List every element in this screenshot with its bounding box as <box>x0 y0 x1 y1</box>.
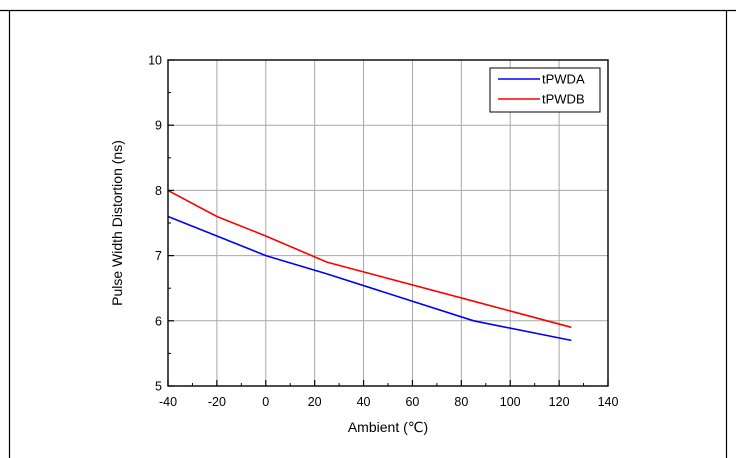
legend: tPWDA tPWDB <box>489 67 601 113</box>
y-tick-label: 9 <box>155 119 162 133</box>
y-tick-label: 8 <box>155 184 162 198</box>
x-axis-label: Ambient (℃) <box>348 419 428 435</box>
x-tick-label: -20 <box>208 395 226 409</box>
x-tick-label: 120 <box>549 395 570 409</box>
x-tick-label: 80 <box>454 395 468 409</box>
legend-label: tPWDA <box>542 72 585 87</box>
series-line-tPWDB <box>167 189 572 329</box>
legend-label: tPWDB <box>542 92 585 107</box>
grid-lines <box>168 60 608 386</box>
y-axis-ticks: 5 6 7 8 9 10 <box>148 54 174 394</box>
x-tick-label: 40 <box>357 395 371 409</box>
x-tick-label: 100 <box>500 395 521 409</box>
x-tick-label: 20 <box>308 395 322 409</box>
legend-box <box>489 67 601 113</box>
x-tick-label: -40 <box>159 395 177 409</box>
y-tick-label: 5 <box>155 380 162 394</box>
x-tick-label: 60 <box>405 395 419 409</box>
y-tick-label: 7 <box>155 249 162 263</box>
x-axis-ticks: -40 -20 0 20 40 60 80 100 120 140 <box>159 380 619 409</box>
y-axis-label: Pulse Width Distortion (ns) <box>109 140 125 306</box>
y-tick-label: 6 <box>155 314 162 328</box>
series-line-tPWDA <box>167 215 572 342</box>
series-lines <box>167 189 572 342</box>
x-tick-label: 0 <box>262 395 269 409</box>
x-tick-label: 140 <box>598 395 619 409</box>
y-tick-label: 10 <box>148 54 162 68</box>
line-chart: -40 -20 0 20 40 60 80 100 120 140 5 6 7 8 9 10 Ambient… <box>109 54 618 436</box>
